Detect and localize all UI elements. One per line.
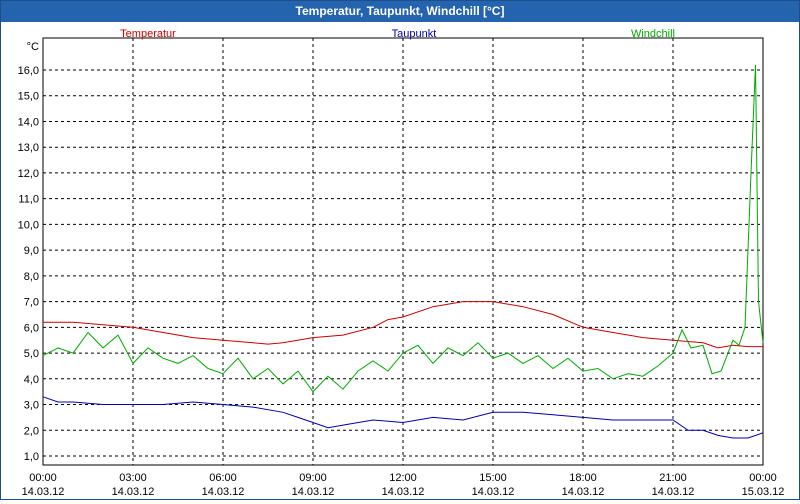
- legend-temperatur: Temperatur: [120, 28, 176, 40]
- x-tick-date: 15.03.12: [742, 486, 785, 498]
- x-tick-time: 15:00: [479, 472, 507, 484]
- x-tick-date: 14.03.12: [112, 486, 155, 498]
- y-tick-label: 16,0: [18, 65, 39, 77]
- y-tick-label: 12,0: [18, 168, 39, 180]
- y-tick-label: 7,0: [24, 297, 39, 309]
- x-tick-time: 18:00: [569, 472, 597, 484]
- line-chart: 1,0 2,0 3,0 4,0 5,0 6,0 7,0 8,0 9,0 10,0 11,0 12,0 1…: [18, 28, 785, 498]
- series-line-windchill: [42, 64, 764, 393]
- y-tick-label: 13,0: [18, 142, 39, 154]
- x-tick-time: 00:00: [29, 472, 57, 484]
- chart-area: 1,0 2,0 3,0 4,0 5,0 6,0 7,0 8,0 9,0 10,0 11,0 12,0 1…: [1, 22, 799, 499]
- y-tick-label: 10,0: [18, 219, 39, 231]
- x-tick-time: 12:00: [389, 472, 417, 484]
- y-tick-label: 6,0: [24, 322, 39, 334]
- y-tick-label: 11,0: [18, 194, 39, 206]
- x-tick-date: 14.03.12: [202, 486, 245, 498]
- x-tick-date: 14.03.12: [472, 486, 515, 498]
- y-axis-unit: °C: [27, 41, 39, 53]
- x-tick-date: 14.03.12: [382, 486, 425, 498]
- y-tick-label: 1,0: [24, 451, 39, 463]
- y-tick-label: 9,0: [24, 245, 39, 257]
- y-tick-label: 15,0: [18, 91, 39, 103]
- x-tick-time: 00:00: [749, 472, 777, 484]
- series-line-taupunkt: [42, 396, 764, 439]
- series-line-temperatur: [43, 301, 763, 349]
- window-title: Temperatur, Taupunkt, Windchill [°C]: [1, 1, 799, 22]
- legend-taupunkt: Taupunkt: [392, 28, 437, 40]
- x-tick-date: 14.03.12: [292, 486, 335, 498]
- y-tick-label: 3,0: [24, 400, 39, 412]
- x-tick-date: 14.03.12: [22, 486, 65, 498]
- x-tick-time: 06:00: [209, 472, 237, 484]
- x-tick-date: 14.03.12: [652, 486, 695, 498]
- x-tick-time: 03:00: [119, 472, 147, 484]
- x-tick-time: 21:00: [659, 472, 687, 484]
- legend-windchill: Windchill: [631, 28, 675, 40]
- y-tick-label: 14,0: [18, 116, 39, 128]
- x-tick-date: 14.03.12: [562, 486, 605, 498]
- x-tick-time: 09:00: [299, 472, 327, 484]
- y-tick-label: 2,0: [24, 425, 39, 437]
- y-tick-label: 8,0: [24, 271, 39, 283]
- y-tick-label: 4,0: [24, 374, 39, 386]
- y-tick-label: 5,0: [24, 348, 39, 360]
